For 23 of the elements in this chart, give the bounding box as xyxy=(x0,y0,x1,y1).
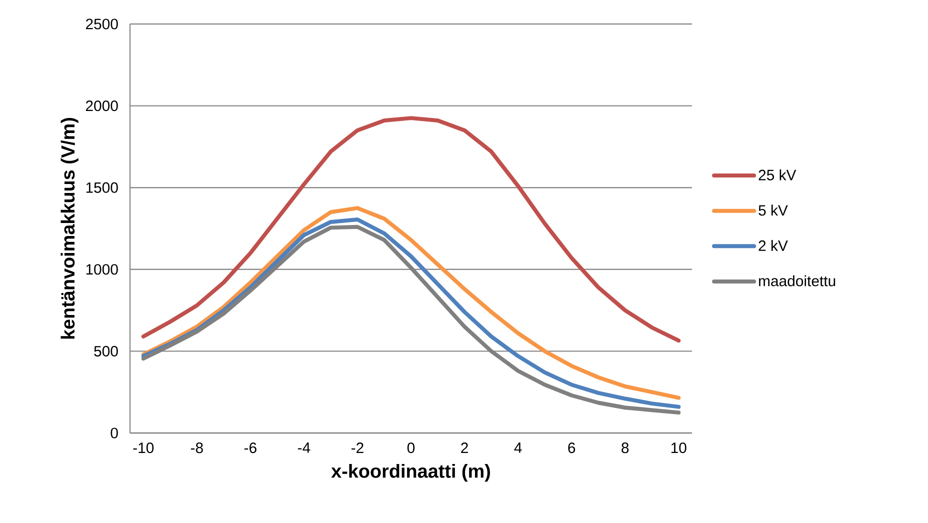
y-tick-label: 1000 xyxy=(86,264,118,275)
x-tick-label: 10 xyxy=(671,442,686,454)
y-axis-title: kentänvoimakkuus (V/m) xyxy=(60,118,78,339)
y-tick-label: 2000 xyxy=(86,100,118,112)
x-tick-label: -4 xyxy=(298,442,310,453)
y-tick-label: 0 xyxy=(110,428,118,438)
x-tick-label: -6 xyxy=(244,442,256,454)
x-tick-label: -2 xyxy=(351,442,364,453)
x-tick-label: 8 xyxy=(622,442,629,454)
x-tick-label: 4 xyxy=(514,442,522,453)
x-tick-label: 2 xyxy=(461,442,468,453)
legend-label: maadoitettu xyxy=(759,275,836,286)
y-tick-label: 1500 xyxy=(86,182,118,193)
y-tick-label: 500 xyxy=(94,346,118,356)
x-tick-label: 6 xyxy=(568,442,576,454)
x-tick-label: 0 xyxy=(407,442,415,454)
legend-label: 25 kV xyxy=(758,169,796,180)
x-tick-label: -8 xyxy=(190,442,203,454)
legend-label: 5 kV xyxy=(758,204,788,216)
legend-label: 2 kV xyxy=(758,240,788,251)
y-tick-label: 2500 xyxy=(86,18,118,30)
x-axis-title: x-koordinaatti (m) xyxy=(331,464,490,482)
x-tick-label: -10 xyxy=(133,442,154,454)
